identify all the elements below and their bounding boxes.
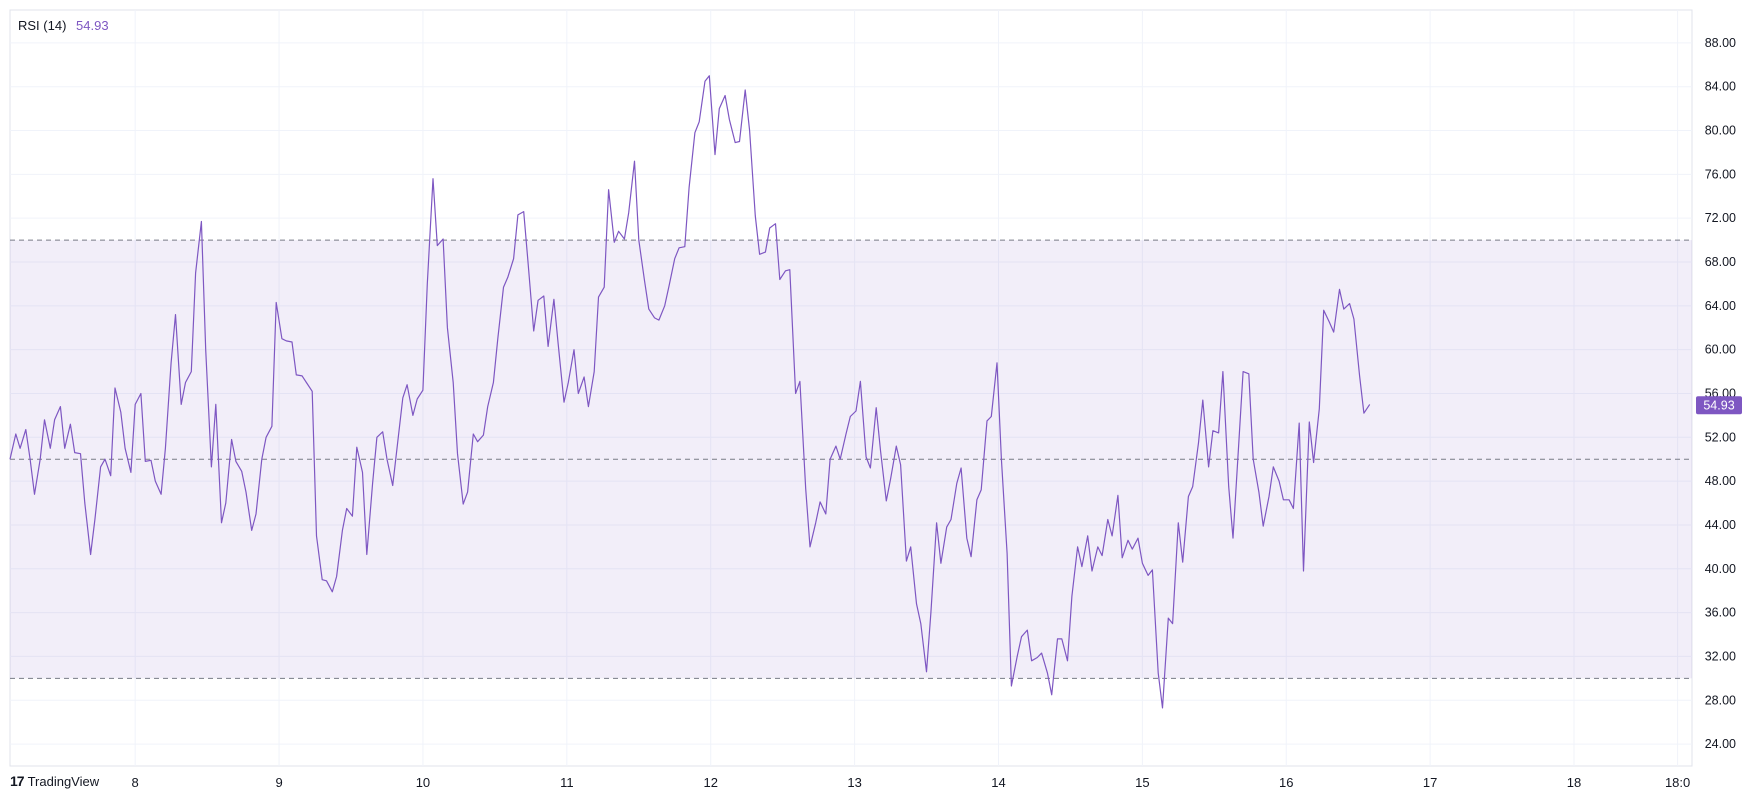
x-tick-label: 11 [560, 775, 574, 790]
y-tick-label: 72.00 [1705, 211, 1736, 225]
y-tick-label: 32.00 [1705, 649, 1736, 663]
last-value-label: 54.93 [1703, 399, 1734, 413]
y-tick-label: 80.00 [1705, 124, 1736, 138]
indicator-legend[interactable]: RSI (14) 54.93 [18, 18, 109, 33]
x-tick-label: 18 [1567, 775, 1581, 790]
x-tick-label: 14 [991, 775, 1005, 790]
x-tick-label: 9 [275, 775, 282, 790]
last-value-badge [1696, 396, 1742, 415]
x-tick-label: 17 [1423, 775, 1437, 790]
y-tick-label: 84.00 [1705, 80, 1736, 94]
x-tick-label: 10 [416, 775, 430, 790]
y-tick-label: 68.00 [1705, 255, 1736, 269]
y-tick-label: 76.00 [1705, 167, 1736, 181]
y-tick-label: 48.00 [1705, 474, 1736, 488]
x-tick-label: 12 [703, 775, 717, 790]
y-tick-label: 60.00 [1705, 343, 1736, 357]
tradingview-brand[interactable]: 17 TradingView [10, 773, 99, 789]
indicator-value: 54.93 [76, 18, 109, 33]
tradingview-name: TradingView [27, 773, 100, 789]
x-tick-label: 18:0 [1665, 775, 1690, 790]
y-tick-label: 44.00 [1705, 518, 1736, 532]
x-tick-label: 16 [1279, 775, 1293, 790]
y-tick-label: 88.00 [1705, 36, 1736, 50]
x-tick-label: 13 [847, 775, 861, 790]
x-tick-label: 15 [1135, 775, 1149, 790]
tradingview-logo-icon: 17 [10, 773, 25, 789]
y-tick-label: 64.00 [1705, 299, 1736, 313]
y-tick-label: 52.00 [1705, 430, 1736, 444]
y-tick-label: 28.00 [1705, 693, 1736, 707]
indicator-name: RSI (14) [18, 18, 67, 33]
rsi-line [9, 75, 1371, 709]
x-tick-label: 8 [132, 775, 139, 790]
y-tick-label: 40.00 [1705, 562, 1736, 576]
y-tick-label: 24.00 [1705, 737, 1736, 751]
y-tick-label: 36.00 [1705, 606, 1736, 620]
